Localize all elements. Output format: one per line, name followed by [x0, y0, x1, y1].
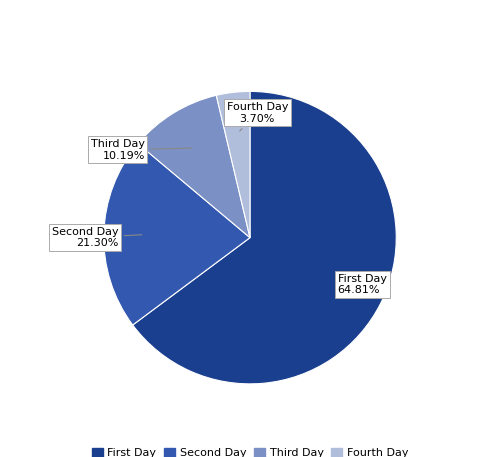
Text: First Day
64.81%: First Day 64.81% — [338, 274, 386, 295]
Wedge shape — [216, 91, 250, 238]
Wedge shape — [132, 91, 396, 384]
Wedge shape — [104, 143, 250, 325]
Wedge shape — [138, 96, 250, 238]
Legend: First Day, Second Day, Third Day, Fourth Day: First Day, Second Day, Third Day, Fourth… — [87, 443, 413, 457]
Text: Third Day
10.19%: Third Day 10.19% — [90, 139, 192, 161]
Text: Second Day
21.30%: Second Day 21.30% — [52, 227, 142, 249]
Text: Fourth Day
3.70%: Fourth Day 3.70% — [226, 102, 288, 131]
